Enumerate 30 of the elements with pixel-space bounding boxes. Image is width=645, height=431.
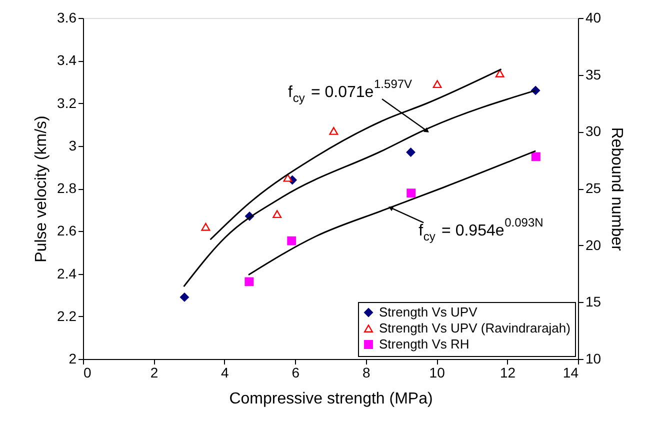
x-tick-label: 2: [150, 364, 158, 380]
y-tick-label: 3: [68, 137, 77, 154]
x-tick-label: 4: [221, 364, 230, 380]
legend-label: Strength Vs UPV: [379, 304, 478, 320]
y-tick-label: 3.2: [57, 94, 77, 111]
y-tick-label: 2.2: [57, 308, 77, 324]
x-axis-title: Compressive strength (MPa): [229, 390, 433, 408]
y-tick-label: 3.6: [57, 10, 77, 26]
legend-label: Strength Vs RH: [379, 336, 470, 352]
y2-tick-label: 25: [586, 180, 602, 196]
y2-tick-label: 40: [586, 10, 602, 26]
x-tick-label: 6: [292, 364, 300, 380]
x-tick-label: 0: [84, 364, 92, 380]
y2-tick-label: 20: [586, 236, 602, 253]
y2-tick-label: 15: [586, 294, 602, 310]
x-tick-label: 14: [562, 364, 579, 380]
y2-tick-label: 30: [586, 123, 602, 140]
y2-tick-label: 35: [586, 66, 602, 82]
x-tick-label: 12: [500, 364, 516, 380]
y-tick-label: 2.8: [57, 180, 77, 196]
y-tick-label: 2: [68, 350, 77, 366]
legend-label: Strength Vs UPV (Ravindrarajah): [379, 320, 570, 336]
y-axis-title: Pulse velocity (km/s): [33, 116, 50, 262]
y-tick-label: 3.4: [57, 52, 77, 68]
y-tick-label: 2.6: [57, 222, 77, 239]
x-tick-label: 8: [362, 364, 370, 380]
y2-axis-title: Rebound number: [608, 127, 626, 252]
y-tick-label: 2.4: [57, 265, 77, 282]
y2-tick-label: 10: [586, 350, 602, 366]
x-tick-label: 10: [429, 364, 446, 380]
